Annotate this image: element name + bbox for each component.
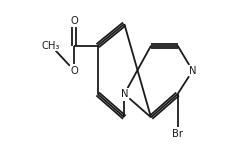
Text: N: N bbox=[121, 89, 128, 99]
Text: O: O bbox=[70, 16, 78, 26]
Text: O: O bbox=[70, 66, 78, 76]
Text: CH₃: CH₃ bbox=[42, 41, 60, 51]
Text: N: N bbox=[189, 66, 197, 76]
Text: Br: Br bbox=[172, 129, 183, 139]
